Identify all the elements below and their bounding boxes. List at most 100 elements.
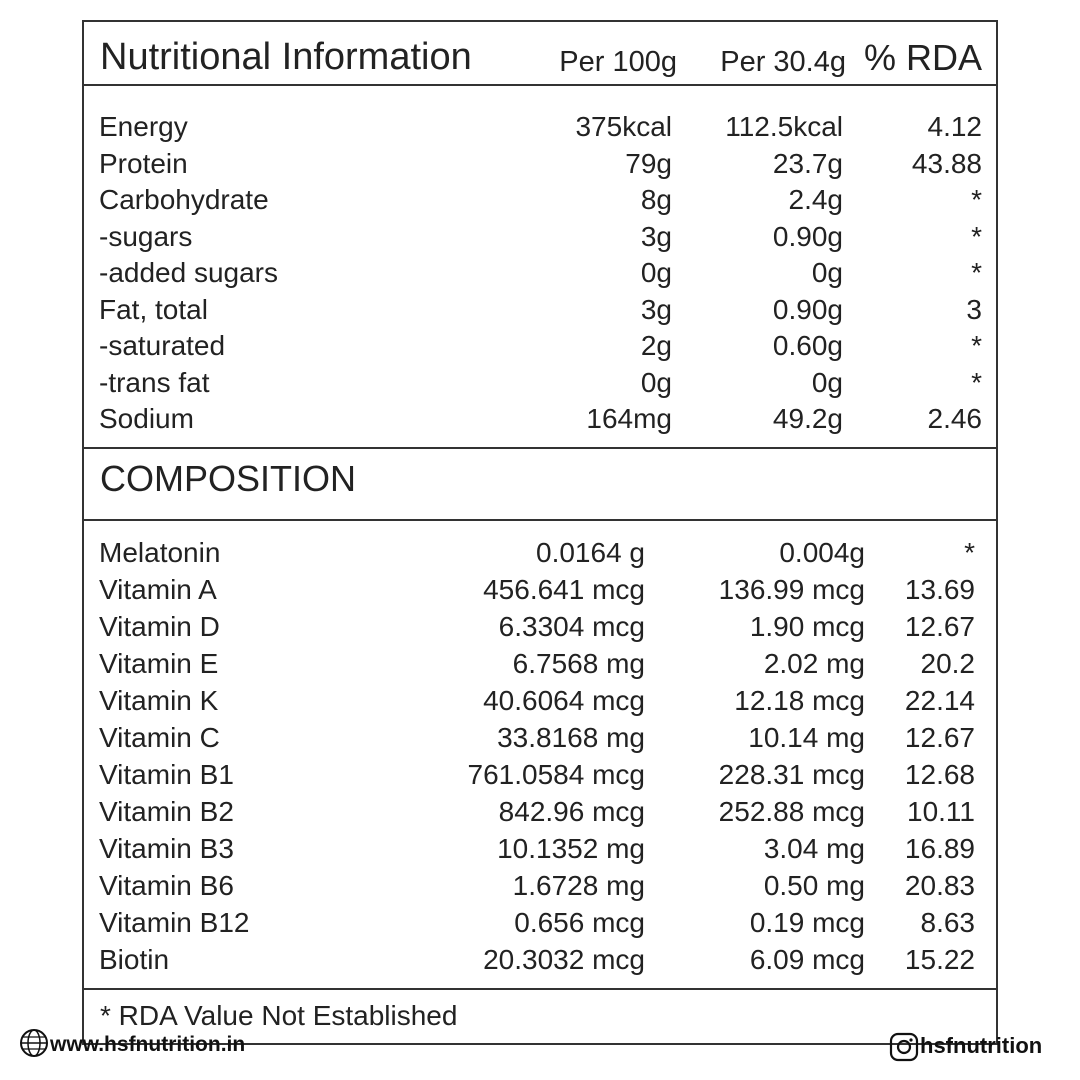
row-value: 16.89 — [904, 833, 975, 864]
row-value: 1.90 mcg — [749, 611, 865, 642]
row-label: Vitamin B3 — [99, 833, 234, 864]
row-label: -added sugars — [99, 257, 279, 288]
divider — [82, 519, 998, 521]
header-col: Per 100g — [559, 46, 677, 78]
divider — [82, 988, 998, 990]
row-value: 13.69 — [904, 574, 975, 605]
row-value: 0.60g — [772, 330, 843, 361]
row-value: 2.02 mg — [763, 648, 865, 679]
divider — [82, 447, 998, 449]
header-title: Nutritional Information — [100, 36, 472, 78]
row-value: 0.90g — [772, 293, 843, 325]
row-label: Vitamin K — [99, 685, 219, 716]
row-value: 761.0584 mcg — [467, 759, 645, 790]
row-value: 2.4g — [788, 184, 844, 215]
row-value: 12.67 — [904, 611, 975, 642]
row-value: 43.88 — [911, 147, 982, 179]
row-label: Vitamin B2 — [99, 796, 234, 827]
row-value: 10.11 — [907, 796, 975, 827]
row-label: Sodium — [99, 403, 194, 434]
row-label: -sugars — [99, 220, 193, 252]
row-label: Vitamin B1 — [99, 759, 234, 790]
row-value: 33.8168 mg — [497, 722, 645, 753]
row-label: Fat, total — [99, 293, 208, 325]
row-value: 22.14 — [904, 685, 975, 716]
row-value: 0g — [640, 257, 672, 288]
row-value: * — [971, 184, 982, 215]
row-value: 0g — [640, 366, 672, 398]
row-value: 3 — [966, 293, 982, 325]
table-border — [82, 20, 998, 1045]
row-value: 375kcal — [575, 111, 672, 142]
globe-icon — [20, 1029, 48, 1057]
row-label: Vitamin E — [99, 648, 219, 679]
row-label: Vitamin B6 — [99, 870, 234, 901]
row-label: Protein — [99, 147, 188, 179]
row-value: 252.88 mcg — [718, 796, 865, 827]
row-value: 12.18 mcg — [734, 685, 865, 716]
row-label: Melatonin — [99, 537, 221, 568]
instagram-icon — [889, 1032, 919, 1062]
row-value: 10.14 mg — [748, 722, 865, 753]
row-value: 456.641 mcg — [483, 574, 645, 605]
row-value: 20.2 — [920, 648, 976, 679]
row-value: 6.7568 mg — [512, 648, 645, 679]
row-value: 6.09 mcg — [749, 944, 865, 975]
row-value: 23.7g — [772, 147, 843, 179]
social-handle: hsfnutrition — [920, 1033, 1043, 1058]
row-label: -trans fat — [99, 366, 210, 398]
row-label: Biotin — [99, 944, 170, 975]
row-value: * — [971, 366, 982, 398]
row-label: Vitamin C — [99, 722, 220, 753]
row-value: 164mg — [586, 403, 672, 434]
row-value: 6.3304 mcg — [498, 611, 645, 642]
row-label: Vitamin B12 — [99, 907, 250, 938]
row-value: 2g — [640, 330, 672, 361]
row-value: * — [971, 220, 982, 252]
row-label: Vitamin D — [99, 611, 220, 642]
row-value: 15.22 — [904, 944, 975, 975]
row-value: 112.5kcal — [725, 111, 843, 142]
row-value: 20.3032 mcg — [483, 944, 645, 975]
row-value: * — [971, 257, 982, 288]
row-value: 3.04 mg — [763, 833, 865, 864]
row-value: 10.1352 mg — [497, 833, 645, 864]
row-value: * — [964, 537, 975, 568]
section-title: COMPOSITION — [100, 458, 357, 499]
row-value: 0.90g — [772, 220, 843, 252]
row-value: 3g — [640, 220, 672, 252]
row-value: 4.12 — [927, 111, 983, 142]
footnote: * RDA Value Not Established — [100, 1000, 458, 1031]
row-value: 40.6064 mcg — [483, 685, 645, 716]
row-value: 20.83 — [904, 870, 975, 901]
row-value: * — [971, 330, 982, 361]
row-value: 0.19 mcg — [749, 907, 865, 938]
header-col: % RDA — [863, 37, 982, 78]
row-label: Carbohydrate — [99, 184, 269, 215]
row-label: Energy — [99, 111, 188, 142]
row-value: 79g — [625, 147, 672, 179]
divider — [82, 84, 998, 86]
row-value: 0g — [811, 366, 843, 398]
row-value: 136.99 mcg — [718, 574, 865, 605]
row-value: 0.656 mcg — [514, 907, 645, 938]
row-value: 0.0164 g — [536, 537, 645, 568]
row-label: Vitamin A — [99, 574, 217, 605]
row-value: 228.31 mcg — [718, 759, 865, 790]
row-label: -saturated — [99, 330, 226, 361]
website: www.hsfnutrition.in — [50, 1033, 246, 1056]
row-value: 3g — [640, 293, 672, 325]
row-value: 0g — [811, 257, 843, 288]
row-value: 0.50 mg — [763, 870, 865, 901]
row-value: 1.6728 mg — [512, 870, 645, 901]
row-value: 2.46 — [927, 403, 983, 434]
row-value: 8.63 — [920, 907, 976, 938]
header-col: Per 30.4g — [720, 46, 846, 78]
row-value: 8g — [640, 184, 672, 215]
row-value: 12.67 — [904, 722, 975, 753]
row-value: 0.004g — [779, 537, 865, 568]
row-value: 842.96 mcg — [498, 796, 645, 827]
row-value: 12.68 — [904, 759, 975, 790]
row-value: 49.2g — [772, 403, 843, 434]
